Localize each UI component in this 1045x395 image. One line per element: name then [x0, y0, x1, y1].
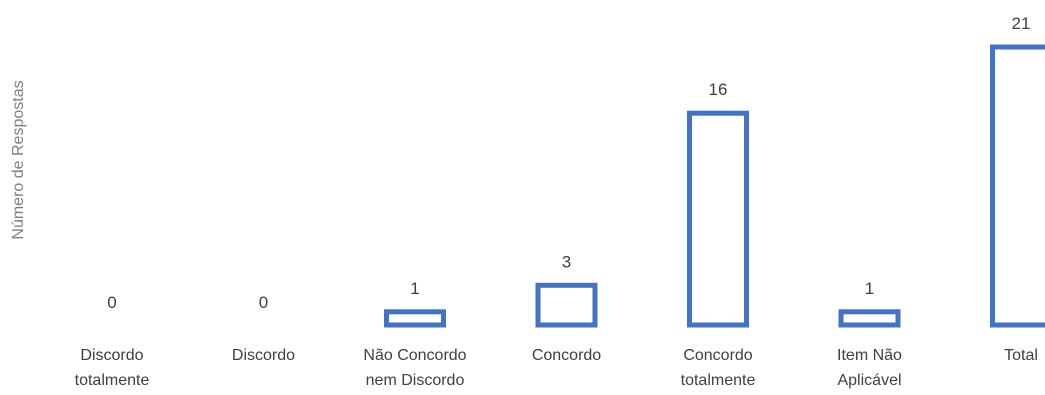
category-tick-label: Não Concordo nem Discordo: [363, 347, 466, 389]
bar: [538, 285, 595, 325]
category-tick-label-line: Não Concordo: [363, 347, 466, 364]
bar: [690, 113, 747, 325]
category-tick-label-line: Total: [1004, 347, 1038, 364]
bar: [387, 312, 444, 325]
category-tick-label-line: Concordo: [683, 347, 752, 364]
bar: [841, 312, 898, 325]
category-tick-label: Discordo totalmente: [75, 347, 150, 389]
data-label: 21: [1012, 14, 1031, 33]
category-tick-label: Concordo: [532, 347, 601, 364]
category-tick-label: Concordo totalmente: [681, 347, 756, 389]
category-tick-label-line: totalmente: [75, 372, 150, 389]
value-labels: 0 0 1 3 16 1 21: [107, 14, 1030, 312]
data-label: 16: [709, 80, 728, 99]
category-tick-label-line: Aplicável: [837, 372, 901, 389]
data-label: 1: [410, 279, 419, 298]
data-label: 0: [259, 293, 268, 312]
category-tick-label-line: totalmente: [681, 372, 756, 389]
bar: [993, 47, 1045, 325]
category-labels: Discordo totalmente Discordo Não Concordo ne…: [75, 347, 1038, 389]
category-tick-label-line: Concordo: [532, 347, 601, 364]
data-label: 1: [865, 279, 874, 298]
category-tick-label-line: Discordo: [232, 347, 295, 364]
category-tick-label: Item Não Aplicável: [837, 347, 902, 389]
category-tick-label-line: Item Não: [837, 347, 902, 364]
data-label: 3: [562, 252, 571, 271]
y-axis-label: Número de Respostas: [10, 80, 27, 239]
category-tick-label-line: Discordo: [80, 347, 143, 364]
category-tick-label-line: nem Discordo: [366, 372, 465, 389]
data-label: 0: [107, 293, 116, 312]
category-tick-label: Total: [1004, 347, 1038, 364]
category-tick-label: Discordo: [232, 347, 295, 364]
